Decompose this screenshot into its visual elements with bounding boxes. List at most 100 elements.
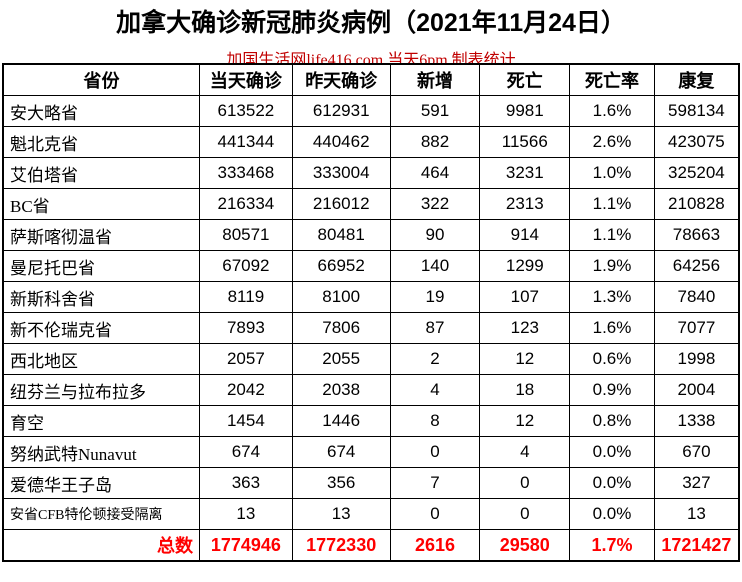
value-cell: 440462: [291, 126, 391, 158]
table-row: 新不伦瑞克省 7893 7806 87 123 1.6% 7077: [2, 312, 740, 344]
province-cell: BC省: [2, 188, 201, 220]
value-cell: 2055: [291, 343, 391, 375]
value-cell: 670: [653, 436, 740, 468]
value-cell: 0: [389, 436, 481, 468]
value-cell: 322: [389, 188, 481, 220]
value-cell: 216012: [291, 188, 391, 220]
value-cell: 2.6%: [569, 126, 655, 158]
value-cell: 2038: [291, 374, 391, 406]
covid-stats-table: 省份 当天确诊 昨天确诊 新增 死亡 死亡率 康复 安大略省 613522 6129…: [2, 63, 740, 562]
total-label: 总数: [2, 529, 201, 562]
value-cell: 8119: [199, 281, 293, 313]
value-cell: 0: [389, 498, 481, 530]
value-cell: 7077: [653, 312, 740, 344]
total-new: 2616: [389, 529, 481, 562]
total-deaths: 29580: [479, 529, 571, 562]
total-row: 总数 1774946 1772330 2616 29580 1.7% 17214…: [2, 529, 740, 562]
province-cell: 安省CFB特伦顿接受隔离: [2, 498, 201, 530]
value-cell: 598134: [653, 95, 740, 127]
value-cell: 11566: [479, 126, 571, 158]
value-cell: 67092: [199, 250, 293, 282]
value-cell: 464: [389, 157, 481, 189]
value-cell: 325204: [653, 157, 740, 189]
value-cell: 7806: [291, 312, 391, 344]
value-cell: 90: [389, 219, 481, 251]
value-cell: 1.9%: [569, 250, 655, 282]
value-cell: 1.1%: [569, 219, 655, 251]
value-cell: 0.6%: [569, 343, 655, 375]
table-row: BC省 216334 216012 322 2313 1.1% 210828: [2, 188, 740, 220]
value-cell: 7893: [199, 312, 293, 344]
value-cell: 2057: [199, 343, 293, 375]
value-cell: 0: [479, 467, 571, 499]
value-cell: 87: [389, 312, 481, 344]
total-today: 1774946: [199, 529, 293, 562]
value-cell: 0.0%: [569, 436, 655, 468]
value-cell: 0: [479, 498, 571, 530]
total-rate: 1.7%: [569, 529, 655, 562]
value-cell: 2042: [199, 374, 293, 406]
value-cell: 7840: [653, 281, 740, 313]
value-cell: 1998: [653, 343, 740, 375]
value-cell: 123: [479, 312, 571, 344]
table-row: 艾伯塔省 333468 333004 464 3231 1.0% 325204: [2, 157, 740, 189]
table-row: 安大略省 613522 612931 591 9981 1.6% 598134: [2, 95, 740, 127]
value-cell: 2313: [479, 188, 571, 220]
table-row: 育空 1454 1446 8 12 0.8% 1338: [2, 405, 740, 437]
table-row: 曼尼托巴省 67092 66952 140 1299 1.9% 64256: [2, 250, 740, 282]
value-cell: 0.9%: [569, 374, 655, 406]
value-cell: 1.6%: [569, 95, 655, 127]
value-cell: 140: [389, 250, 481, 282]
table-body: 安大略省 613522 612931 591 9981 1.6% 598134 魁北克省 441…: [2, 95, 740, 530]
value-cell: 107: [479, 281, 571, 313]
value-cell: 0.0%: [569, 498, 655, 530]
col-header-yesterday: 昨天确诊: [291, 63, 391, 96]
col-header-rate: 死亡率: [569, 63, 655, 96]
province-cell: 新斯科舍省: [2, 281, 201, 313]
value-cell: 0.0%: [569, 467, 655, 499]
value-cell: 7: [389, 467, 481, 499]
table-row: 纽芬兰与拉布拉多 2042 2038 4 18 0.9% 2004: [2, 374, 740, 406]
table-row: 爱德华王子岛 363 356 7 0 0.0% 327: [2, 467, 740, 499]
value-cell: 78663: [653, 219, 740, 251]
value-cell: 333468: [199, 157, 293, 189]
value-cell: 882: [389, 126, 481, 158]
value-cell: 13: [291, 498, 391, 530]
value-cell: 674: [199, 436, 293, 468]
value-cell: 612931: [291, 95, 391, 127]
value-cell: 66952: [291, 250, 391, 282]
province-cell: 曼尼托巴省: [2, 250, 201, 282]
col-header-today: 当天确诊: [199, 63, 293, 96]
value-cell: 1454: [199, 405, 293, 437]
province-cell: 魁北克省: [2, 126, 201, 158]
header-row: 省份 当天确诊 昨天确诊 新增 死亡 死亡率 康复: [2, 63, 740, 96]
province-cell: 艾伯塔省: [2, 157, 201, 189]
value-cell: 423075: [653, 126, 740, 158]
value-cell: 674: [291, 436, 391, 468]
province-cell: 萨斯喀彻温省: [2, 219, 201, 251]
total-recovered: 1721427: [653, 529, 740, 562]
value-cell: 1446: [291, 405, 391, 437]
value-cell: 1338: [653, 405, 740, 437]
table-footer: 总数 1774946 1772330 2616 29580 1.7% 17214…: [2, 529, 740, 562]
value-cell: 8100: [291, 281, 391, 313]
col-header-deaths: 死亡: [479, 63, 571, 96]
value-cell: 80571: [199, 219, 293, 251]
value-cell: 591: [389, 95, 481, 127]
value-cell: 1.1%: [569, 188, 655, 220]
col-header-recovered: 康复: [653, 63, 740, 96]
value-cell: 356: [291, 467, 391, 499]
value-cell: 327: [653, 467, 740, 499]
total-yesterday: 1772330: [291, 529, 391, 562]
table-header: 省份 当天确诊 昨天确诊 新增 死亡 死亡率 康复: [2, 63, 740, 96]
value-cell: 1.3%: [569, 281, 655, 313]
table-row: 新斯科舍省 8119 8100 19 107 1.3% 7840: [2, 281, 740, 313]
province-cell: 新不伦瑞克省: [2, 312, 201, 344]
value-cell: 12: [479, 405, 571, 437]
col-header-province: 省份: [2, 63, 201, 96]
table-row: 努纳武特Nunavut 674 674 0 4 0.0% 670: [2, 436, 740, 468]
table-row: 萨斯喀彻温省 80571 80481 90 914 1.1% 78663: [2, 219, 740, 251]
value-cell: 8: [389, 405, 481, 437]
value-cell: 613522: [199, 95, 293, 127]
